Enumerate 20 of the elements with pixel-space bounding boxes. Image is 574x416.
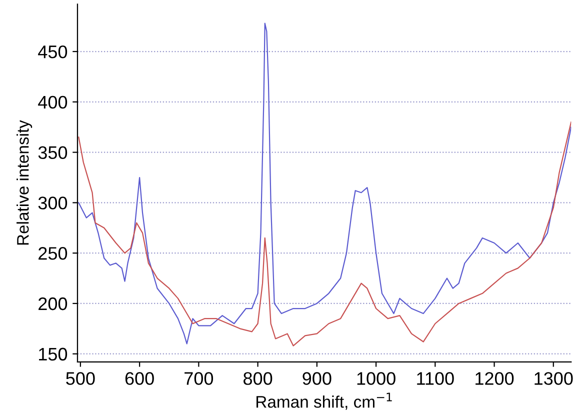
y-tick-label: 300 [38,196,68,210]
line-series [78,122,572,346]
x-tick-label: 500 [66,372,95,385]
y-tick-label: 400 [38,96,68,109]
x-tick-label: 700 [184,372,214,385]
x-tick-label: 800 [244,372,272,385]
x-tick-label: 1100 [417,372,454,385]
x-tick-label: 900 [302,372,332,385]
y-tick-label: 250 [38,247,68,260]
x-tick-label: 1200 [476,372,514,385]
x-tick-label: 1000 [357,372,396,385]
y-tick-label: 450 [38,45,68,58]
y-tick-label: 200 [38,297,68,310]
y-tick-label: 350 [38,146,68,160]
y-axis-title: Relative intensity [16,120,32,245]
x-tick-label: 600 [125,372,154,385]
x-axis-title: Raman shift, cm$^{−1}$ [256,392,392,410]
line-series [78,22,572,344]
x-tick-label: 1300 [534,372,573,385]
y-tick-label: 150 [39,348,68,361]
